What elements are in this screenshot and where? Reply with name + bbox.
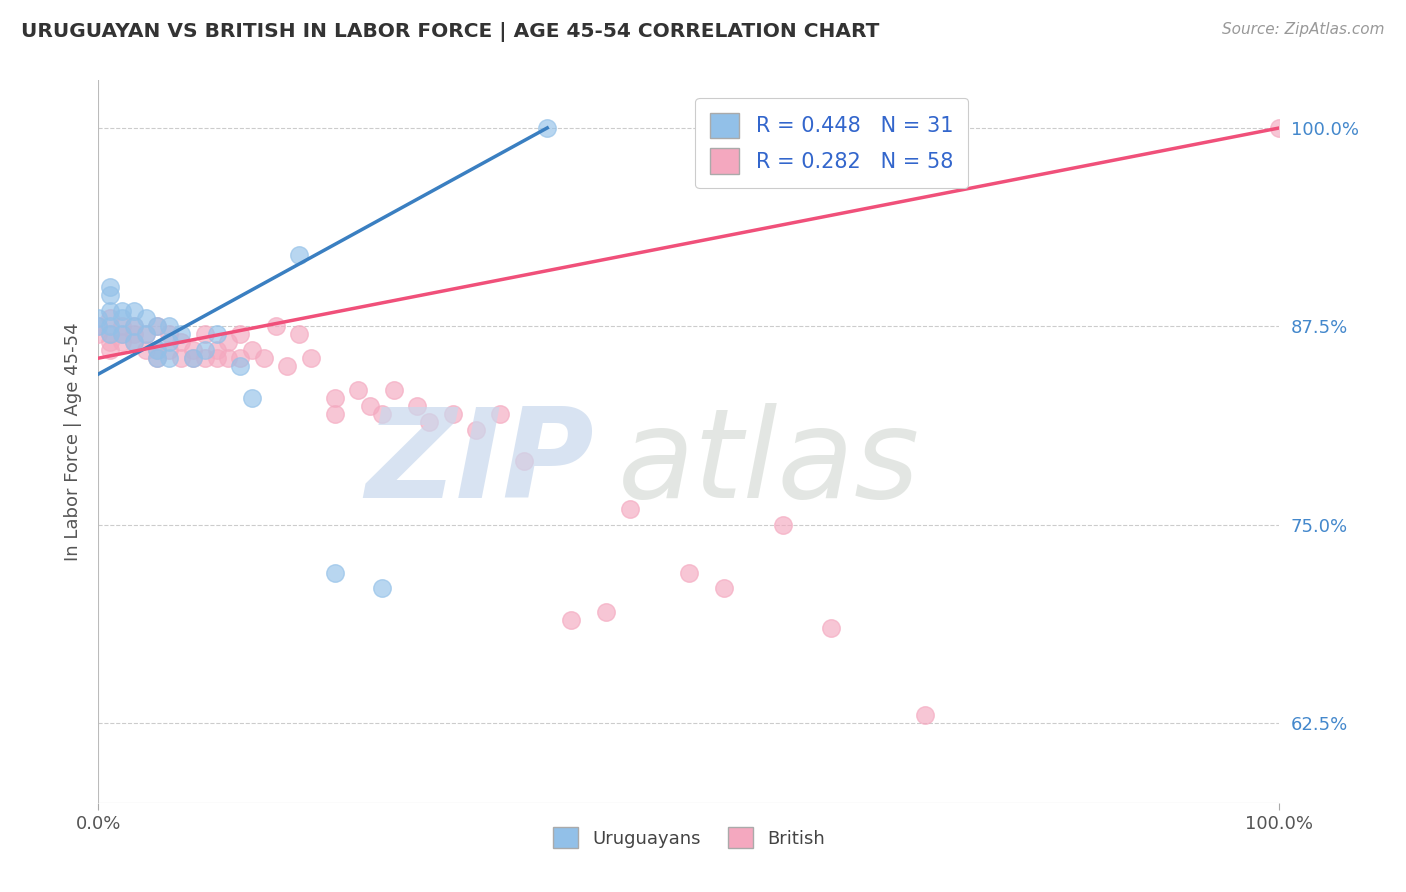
Point (1268, 120, 1291, 135)
Point (619, 502, 641, 516)
Point (205, 351, 228, 366)
Point (512, 454, 534, 468)
Point (194, 327, 217, 342)
Point (323, 566, 346, 580)
Point (157, 319, 180, 334)
Point (240, 391, 263, 405)
Point (87, 311, 110, 326)
Point (276, 359, 298, 373)
Point (135, 327, 157, 342)
Point (135, 327, 157, 342)
Point (229, 351, 252, 366)
Point (253, 351, 276, 366)
Point (194, 343, 217, 358)
Point (146, 319, 169, 334)
Point (122, 335, 145, 350)
Point (288, 248, 311, 262)
Point (98, 327, 121, 342)
Point (111, 335, 134, 350)
Point (157, 343, 180, 358)
Point (217, 335, 239, 350)
Point (288, 327, 311, 342)
Point (87, 327, 110, 342)
Point (418, 415, 440, 429)
Point (98, 335, 121, 350)
Text: ZIP: ZIP (366, 402, 595, 524)
Text: URUGUAYAN VS BRITISH IN LABOR FORCE | AGE 45-54 CORRELATION CHART: URUGUAYAN VS BRITISH IN LABOR FORCE | AG… (21, 22, 880, 42)
Point (489, 407, 512, 421)
Point (98, 327, 121, 342)
Point (98, 343, 121, 358)
Point (205, 343, 228, 358)
Point (98, 287, 121, 301)
Point (135, 343, 157, 358)
Point (122, 303, 145, 318)
Point (465, 423, 488, 437)
Point (382, 383, 405, 397)
Point (229, 327, 252, 342)
Point (122, 327, 145, 342)
Point (299, 351, 322, 366)
Point (359, 399, 381, 413)
Point (157, 327, 180, 342)
Point (146, 343, 169, 358)
Point (98, 303, 121, 318)
Point (536, 120, 558, 135)
Point (772, 517, 794, 532)
Point (170, 351, 193, 366)
Point (122, 335, 145, 350)
Point (122, 319, 145, 334)
Point (170, 335, 193, 350)
Text: atlas: atlas (619, 402, 920, 524)
Point (323, 391, 346, 405)
Point (87, 319, 110, 334)
Point (157, 351, 180, 366)
Point (194, 351, 217, 366)
Point (181, 351, 204, 366)
Point (595, 605, 617, 619)
Point (713, 582, 735, 596)
Point (181, 343, 204, 358)
Point (217, 351, 239, 366)
Point (371, 407, 394, 421)
Point (170, 327, 193, 342)
Point (111, 311, 134, 326)
Point (111, 319, 134, 334)
Point (323, 407, 346, 421)
Point (98, 311, 121, 326)
Point (347, 383, 370, 397)
Point (371, 582, 394, 596)
Point (98, 319, 121, 334)
Point (111, 327, 134, 342)
Point (914, 708, 936, 723)
Point (111, 303, 134, 318)
Point (406, 399, 429, 413)
Point (205, 327, 228, 342)
Point (181, 351, 204, 366)
Point (146, 343, 169, 358)
Point (240, 343, 263, 358)
Point (146, 319, 169, 334)
Legend: Uruguayans, British: Uruguayans, British (546, 820, 832, 855)
Point (229, 359, 252, 373)
Point (820, 621, 842, 635)
Point (111, 327, 134, 342)
Point (146, 351, 169, 366)
Point (264, 319, 287, 334)
Point (122, 319, 145, 334)
Point (157, 335, 180, 350)
Point (146, 351, 169, 366)
Text: Source: ZipAtlas.com: Source: ZipAtlas.com (1222, 22, 1385, 37)
Point (135, 311, 157, 326)
Point (678, 566, 700, 580)
Y-axis label: In Labor Force | Age 45-54: In Labor Force | Age 45-54 (63, 322, 82, 561)
Point (560, 613, 582, 627)
Point (87, 319, 110, 334)
Point (441, 407, 464, 421)
Point (98, 279, 121, 293)
